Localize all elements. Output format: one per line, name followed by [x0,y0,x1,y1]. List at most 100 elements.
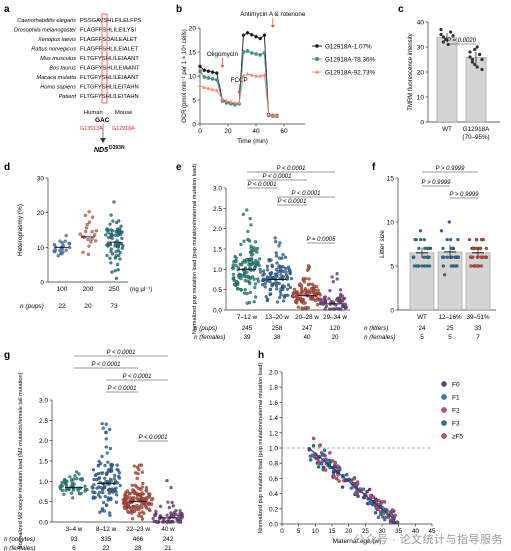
g-data-point [98,510,102,514]
e-data-point [253,248,257,252]
e-data-point [245,270,249,274]
d-data-point [113,233,117,237]
g-data-point [165,479,169,483]
g-data-point [152,519,156,524]
e-data-point [255,246,260,251]
f-data-point [412,255,416,259]
d-data-point [84,229,88,234]
e-data-point [335,272,339,276]
d-data-point [108,256,112,260]
b-data-point [206,76,210,80]
g-data-point [102,484,107,489]
e-data-point [241,212,246,216]
c-data-point [468,50,472,54]
panel-h-scatter: 0.0 0.2 0.4 0.6 0.8 1.0 1.2 1.4 1.6 1.8 2.0 0 5 10 15 2… [258,363,464,545]
g-data-point [104,422,108,426]
g-data-point [148,492,152,496]
e-data-point [323,307,327,311]
g-data-point [104,437,108,441]
highlight-box [101,13,108,104]
e-data-point [240,263,244,267]
h-data-point [376,515,381,520]
h-data-point [319,462,324,466]
g-data-point [101,500,106,505]
e-data-point [301,297,305,302]
e-data-point [339,307,343,311]
panel-b-line-chart: 0 5 10 15 20 0 20 40 60 Time (min) OCR (pmol min⁻¹… [181,11,375,145]
h-legend-marker [441,407,447,413]
sequence-text: FLTGFYSHLILEITAHN [80,94,139,100]
h-data-point [337,479,341,483]
g-data-point [100,454,104,458]
b-data-point [220,97,225,101]
h-data-point [374,506,378,510]
species-label: Patient [59,94,77,100]
h-data-point [328,451,332,455]
g-data-point [114,500,119,504]
g-data-point [110,463,115,467]
f-data-point [442,273,447,277]
e-data-point [289,276,294,281]
h-data-point [340,485,345,489]
e-data-point [238,252,242,257]
e-data-point [265,268,270,272]
species-label: Bos taurus [49,66,76,72]
e-data-point [254,261,259,265]
b-y-tick-label: 5 [192,98,196,105]
e-data-point [249,223,253,227]
c-data-point [478,52,482,57]
e-n-value: 245 [242,325,253,332]
d-data-point [89,240,93,244]
h-data-point [393,513,397,518]
d-data-point [116,268,120,272]
e-data-point [238,274,242,278]
b-x-tick-label: 40 [252,128,260,135]
b-legend-label: G12918A-92.73% [325,69,375,76]
f-data-point [474,237,479,242]
e-data-point [343,302,347,306]
e-data-point [242,239,246,243]
e-data-point [274,251,278,255]
b-data-point [228,99,233,104]
g-data-point [140,502,144,507]
e-data-point [273,236,277,240]
g-data-point [137,511,142,515]
g-data-point [109,479,113,483]
d-data-point [109,213,113,217]
e-data-point [288,272,292,276]
g-data-point [72,482,76,486]
f-data-point [448,237,453,242]
e-data-point [276,270,280,274]
f-data-point [471,246,475,251]
d-data-point [90,215,95,219]
e-data-point [275,254,279,258]
e-data-point [245,208,249,212]
c-data-point [439,32,443,37]
g-data-point [178,509,182,513]
g-pvalue: P < 0.0001 [123,374,152,380]
f-data-point [456,255,461,259]
g-data-point [140,470,144,474]
d-data-point [118,257,122,261]
b-legend-marker [315,57,319,61]
e-data-point [298,296,303,300]
g-data-point [71,496,75,500]
e-data-point [260,283,265,287]
h-data-point [367,501,372,505]
h-data-point [321,453,325,457]
c-data-point [473,47,477,52]
e-data-point [262,272,267,276]
g-data-point [104,472,109,476]
h-data-point [333,465,337,469]
g-data-point [127,505,132,509]
e-data-point [283,266,288,271]
f-data-point [449,264,453,268]
b-data-point [198,69,202,73]
e-data-point [234,260,238,264]
g-data-point [113,473,117,478]
e-data-point [236,286,240,290]
d-data-point [108,222,112,226]
b-data-point [241,74,246,78]
e-data-point [306,268,310,272]
